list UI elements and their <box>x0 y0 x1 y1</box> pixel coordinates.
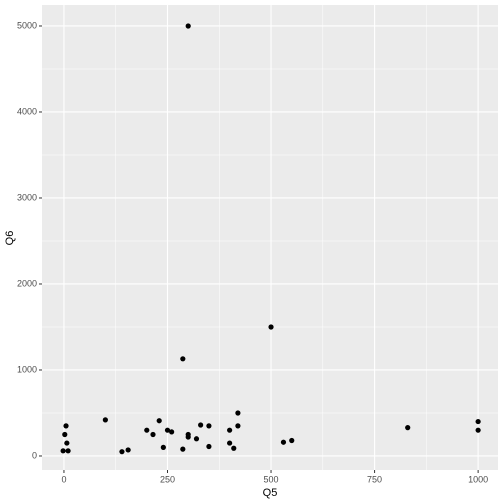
point <box>169 429 175 435</box>
point <box>185 434 191 440</box>
point <box>185 23 191 29</box>
point <box>206 443 212 450</box>
y-axis-title: Q6 <box>4 231 16 246</box>
y-tick-label: 2000 <box>17 278 37 288</box>
point <box>235 423 241 429</box>
point <box>64 440 70 446</box>
point <box>475 418 481 425</box>
point <box>231 445 237 451</box>
y-tick-label: 3000 <box>17 192 37 202</box>
point <box>235 410 241 416</box>
point <box>102 417 108 423</box>
point <box>144 427 150 433</box>
panel <box>42 5 498 470</box>
point <box>268 324 274 330</box>
point <box>289 437 295 444</box>
point <box>198 422 204 428</box>
point <box>63 423 69 429</box>
point <box>475 427 481 433</box>
point <box>119 449 125 455</box>
x-tick-label: 0 <box>61 474 66 484</box>
x-axis-title: Q5 <box>263 487 278 499</box>
point <box>62 431 68 438</box>
point <box>405 425 411 431</box>
x-tick-label: 750 <box>367 474 382 484</box>
point <box>65 448 71 454</box>
point <box>60 448 66 454</box>
point <box>227 440 233 446</box>
y-tick-label: 4000 <box>17 106 37 116</box>
point <box>180 356 186 362</box>
x-tick-label: 1000 <box>468 474 488 484</box>
point <box>125 447 131 453</box>
point <box>206 423 212 429</box>
point <box>280 439 287 445</box>
point <box>150 431 156 438</box>
y-tick-label: 1000 <box>17 364 37 374</box>
point <box>180 446 186 452</box>
x-tick-label: 250 <box>160 474 175 484</box>
point <box>164 427 171 433</box>
y-tick-label: 5000 <box>17 20 37 30</box>
point <box>160 444 166 450</box>
point <box>156 418 162 424</box>
point <box>193 436 200 442</box>
y-tick-label: 0 <box>32 450 37 460</box>
x-tick-label: 500 <box>264 474 279 484</box>
point <box>227 427 233 433</box>
